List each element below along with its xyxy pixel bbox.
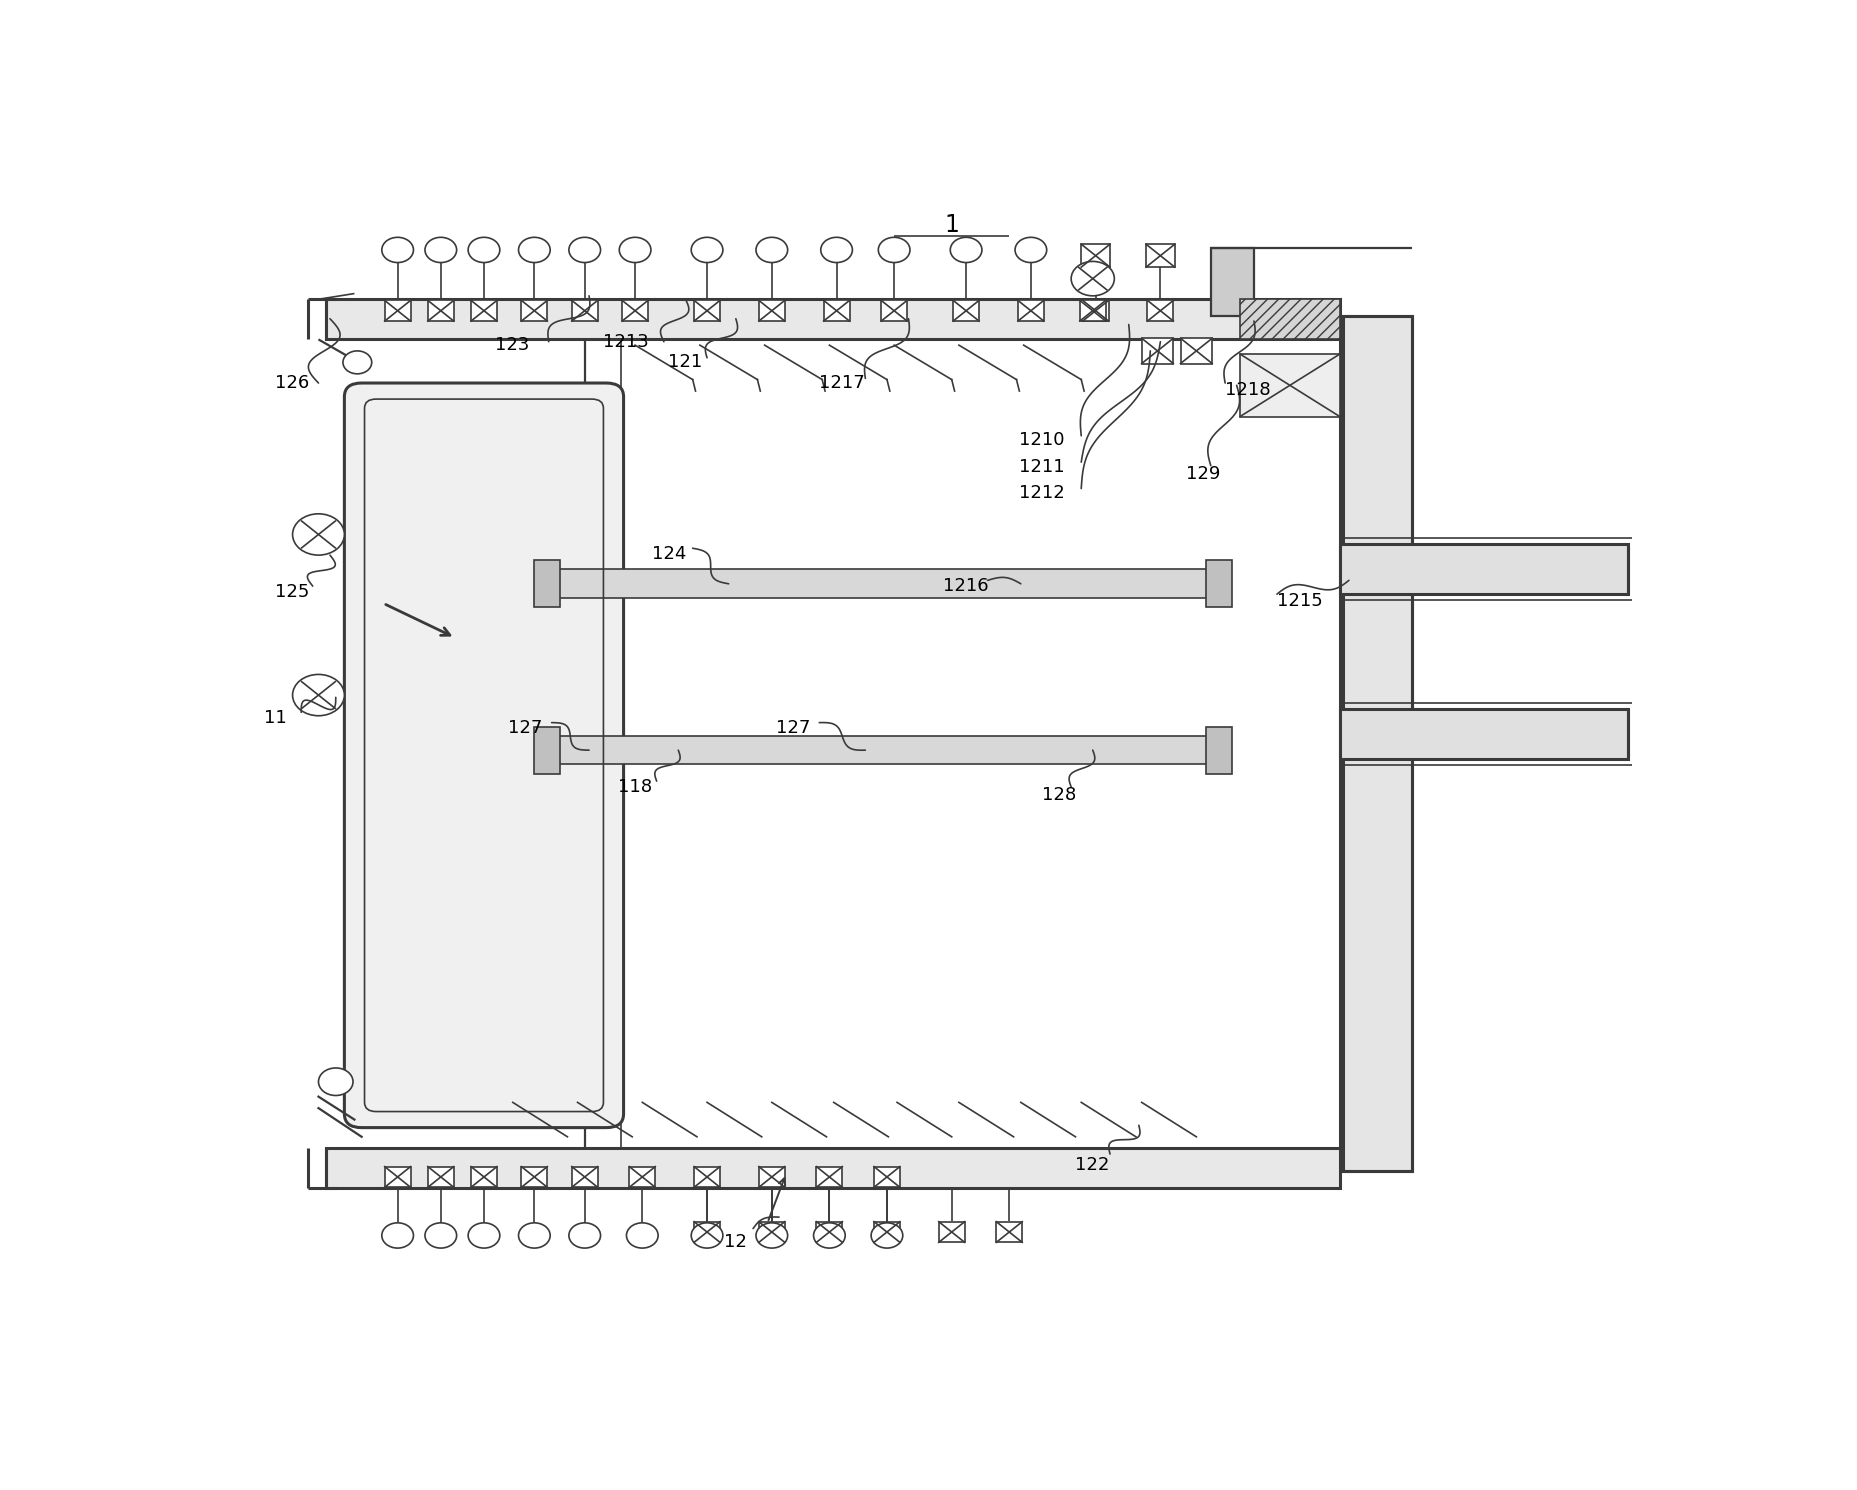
Text: 118: 118 <box>618 778 652 796</box>
Bar <box>1341 709 1629 760</box>
Circle shape <box>756 1223 787 1249</box>
Text: 126: 126 <box>275 374 310 392</box>
Text: 1211: 1211 <box>1019 457 1064 475</box>
Text: 11: 11 <box>264 709 286 727</box>
Bar <box>384 1167 410 1188</box>
Bar <box>760 1222 786 1243</box>
Bar <box>875 1222 901 1243</box>
Bar <box>1146 244 1175 267</box>
Circle shape <box>425 237 457 262</box>
Circle shape <box>383 1223 414 1249</box>
Circle shape <box>383 237 414 262</box>
Text: 125: 125 <box>275 583 310 600</box>
Bar <box>953 301 979 320</box>
Bar <box>384 301 410 320</box>
Bar <box>622 301 648 320</box>
Bar <box>760 301 786 320</box>
Circle shape <box>319 1068 353 1095</box>
Bar <box>875 1167 901 1188</box>
Circle shape <box>691 1223 722 1249</box>
Bar <box>1148 301 1174 320</box>
Bar <box>325 299 1341 340</box>
Bar <box>1142 338 1174 364</box>
Text: 121: 121 <box>669 353 702 371</box>
Bar <box>535 560 561 608</box>
Bar <box>1207 727 1233 773</box>
Text: 122: 122 <box>1075 1156 1110 1174</box>
Bar <box>817 1167 843 1188</box>
Text: 129: 129 <box>1187 465 1220 483</box>
Circle shape <box>756 237 787 262</box>
Bar <box>695 1222 721 1243</box>
Circle shape <box>821 237 852 262</box>
Circle shape <box>626 1223 657 1249</box>
Bar <box>522 301 548 320</box>
Text: 1215: 1215 <box>1278 592 1322 609</box>
Circle shape <box>871 1223 903 1249</box>
Bar <box>555 569 1211 597</box>
Circle shape <box>293 675 344 715</box>
Text: 123: 123 <box>496 337 529 355</box>
Bar <box>1083 301 1109 320</box>
Bar <box>1079 301 1105 320</box>
Circle shape <box>518 237 550 262</box>
Text: 1216: 1216 <box>943 577 988 595</box>
Circle shape <box>1071 261 1114 297</box>
Circle shape <box>468 237 500 262</box>
Bar <box>695 301 721 320</box>
Bar <box>1018 301 1044 320</box>
Circle shape <box>878 237 910 262</box>
Bar <box>1211 247 1253 316</box>
Bar <box>882 301 906 320</box>
Text: 127: 127 <box>509 720 542 738</box>
Bar <box>1081 244 1110 267</box>
Text: 1217: 1217 <box>819 374 865 392</box>
Circle shape <box>568 237 600 262</box>
Bar <box>1240 353 1341 417</box>
Text: 1212: 1212 <box>1019 484 1066 502</box>
Bar <box>825 301 849 320</box>
Bar <box>1207 560 1233 608</box>
Text: 127: 127 <box>776 720 810 738</box>
Circle shape <box>568 1223 600 1249</box>
Bar <box>1240 299 1341 340</box>
Bar <box>472 301 498 320</box>
Bar <box>472 1167 498 1188</box>
Bar <box>325 1149 1341 1189</box>
Bar <box>940 1222 964 1243</box>
Text: 1213: 1213 <box>604 332 650 350</box>
Text: 128: 128 <box>1042 785 1077 805</box>
Bar <box>427 1167 453 1188</box>
Circle shape <box>813 1223 845 1249</box>
Bar <box>695 1167 721 1188</box>
Circle shape <box>618 237 652 262</box>
Circle shape <box>1016 237 1047 262</box>
Text: 124: 124 <box>652 545 687 563</box>
Bar <box>522 1167 548 1188</box>
Bar <box>630 1167 656 1188</box>
Bar <box>1181 338 1213 364</box>
Bar <box>760 1167 786 1188</box>
Bar <box>572 1167 598 1188</box>
Bar <box>817 1222 843 1243</box>
Text: 1210: 1210 <box>1019 432 1064 450</box>
Circle shape <box>691 237 722 262</box>
Text: 1: 1 <box>943 213 960 237</box>
Circle shape <box>468 1223 500 1249</box>
Circle shape <box>518 1223 550 1249</box>
Text: 1218: 1218 <box>1226 381 1270 399</box>
Bar <box>427 301 453 320</box>
Circle shape <box>293 514 344 556</box>
Circle shape <box>951 237 982 262</box>
Bar <box>535 727 561 773</box>
Circle shape <box>344 352 371 374</box>
Bar <box>1341 544 1629 595</box>
FancyBboxPatch shape <box>344 383 624 1128</box>
Bar <box>1343 316 1411 1171</box>
Bar <box>997 1222 1021 1243</box>
Text: 12: 12 <box>724 1234 747 1252</box>
Bar <box>572 301 598 320</box>
Circle shape <box>425 1223 457 1249</box>
Bar <box>555 736 1211 764</box>
